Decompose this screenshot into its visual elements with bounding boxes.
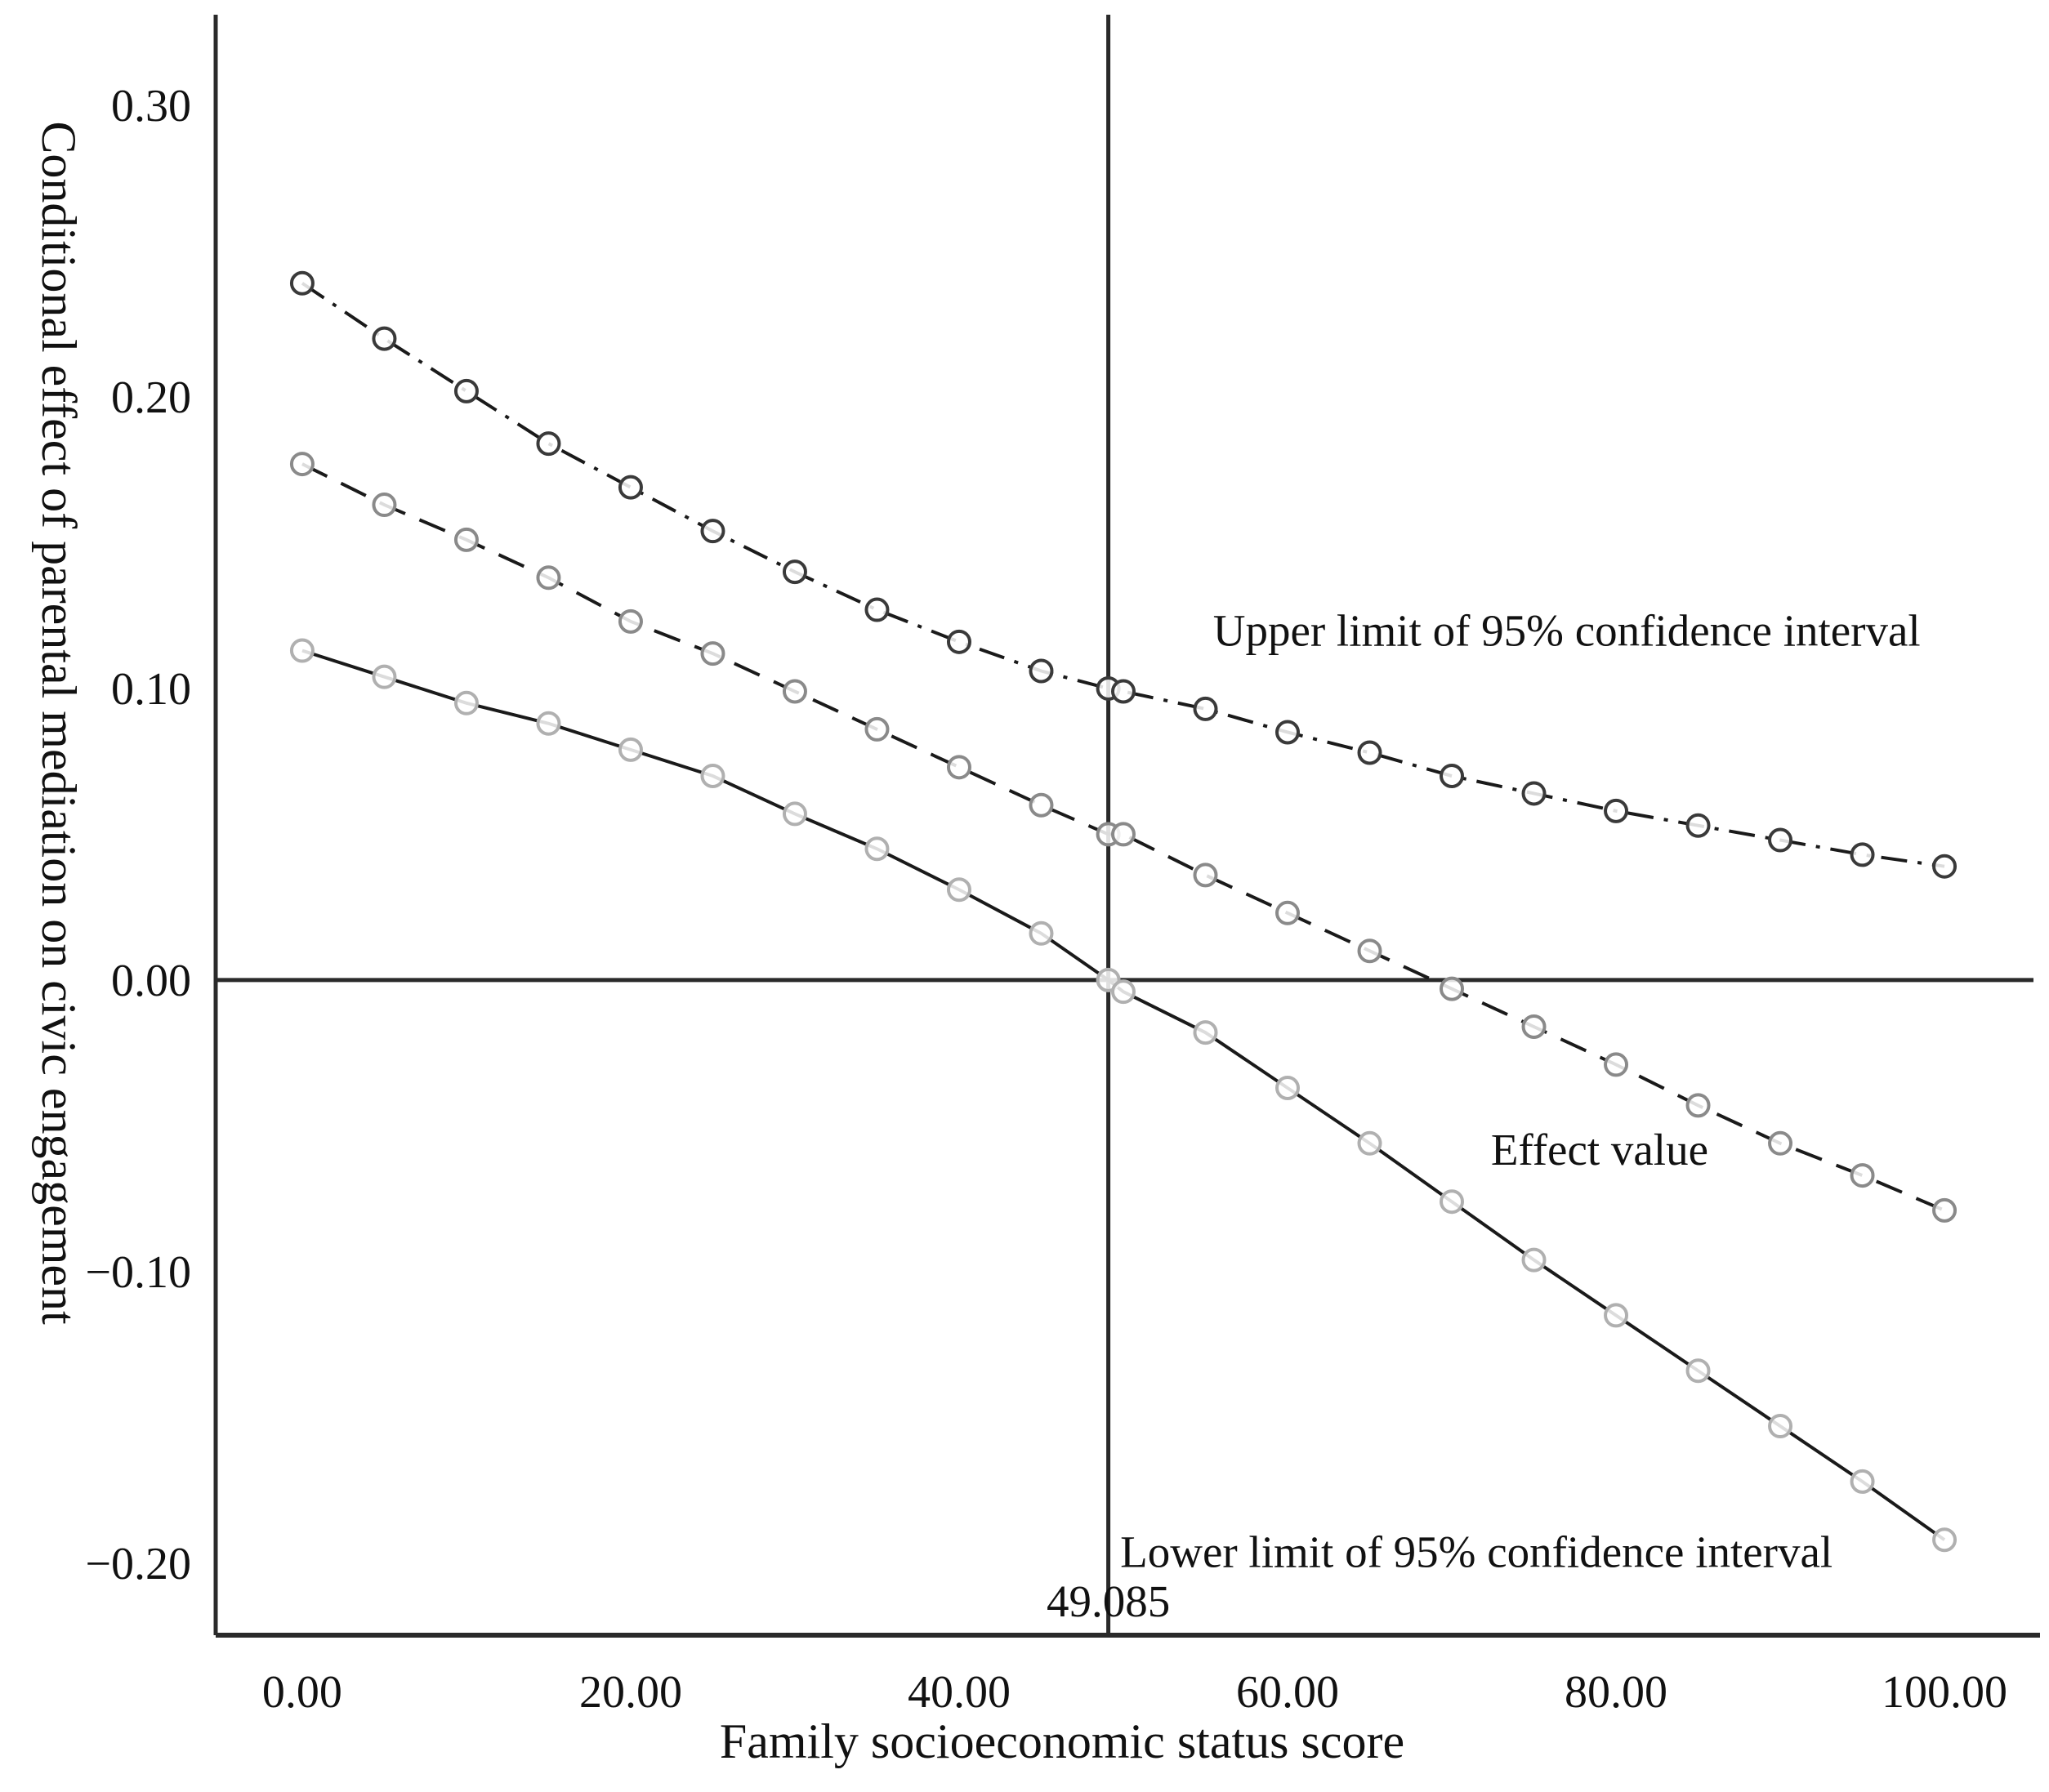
data-point-marker <box>1110 979 1136 1005</box>
data-point-marker <box>700 519 725 544</box>
y-tick-label: 0.20 <box>111 372 191 423</box>
data-point-marker <box>864 716 890 742</box>
jn-point-label: 49.085 <box>1047 1576 1170 1626</box>
data-point-marker <box>1357 938 1382 964</box>
data-point-marker <box>946 877 971 903</box>
data-point-marker <box>1850 842 1875 867</box>
data-point-marker <box>1932 1527 1957 1553</box>
data-point-marker <box>453 527 479 552</box>
data-point-marker <box>1440 976 1465 1001</box>
data-point-marker <box>946 629 971 654</box>
x-tick-label: 0.00 <box>262 1667 342 1718</box>
x-tick-label: 60.00 <box>1236 1667 1339 1718</box>
data-point-marker <box>1193 1020 1218 1045</box>
data-point-marker <box>700 764 725 789</box>
data-point-marker <box>1850 1163 1875 1188</box>
data-point-marker <box>1521 1014 1547 1040</box>
data-point-marker <box>1768 827 1793 853</box>
data-point-marker <box>1029 658 1054 684</box>
y-axis-title: Conditional effect of parental mediation… <box>32 121 86 1325</box>
data-point-marker <box>1275 1075 1301 1100</box>
lower-ci-label: Lower limit of 95% confidence interval <box>1120 1527 1832 1577</box>
data-point-marker <box>1604 1052 1629 1077</box>
data-point-marker <box>782 801 807 827</box>
data-point-marker <box>1850 1469 1875 1494</box>
x-tick-label: 20.00 <box>579 1667 682 1718</box>
x-tick-label: 80.00 <box>1565 1667 1667 1718</box>
x-tick-label: 40.00 <box>908 1667 1011 1718</box>
data-point-marker <box>618 608 643 634</box>
data-point-marker <box>536 565 561 591</box>
data-point-marker <box>1440 764 1465 789</box>
data-point-marker <box>1685 1093 1711 1118</box>
data-point-marker <box>372 493 397 518</box>
data-point-marker <box>453 690 479 715</box>
data-point-marker <box>1275 720 1301 745</box>
data-point-marker <box>289 270 315 296</box>
data-point-marker <box>289 452 315 477</box>
data-point-marker <box>1110 679 1136 704</box>
data-point-marker <box>946 755 971 780</box>
y-tick-label: −0.20 <box>85 1539 191 1589</box>
x-tick-label: 100.00 <box>1882 1667 2007 1718</box>
data-point-marker <box>1604 1303 1629 1328</box>
data-point-marker <box>1275 900 1301 925</box>
y-tick-label: 0.10 <box>111 664 191 715</box>
data-point-marker <box>1685 813 1711 838</box>
data-point-marker <box>1685 1358 1711 1384</box>
x-axis-title: Family socioeconomic status score <box>720 1714 1404 1768</box>
data-point-marker <box>1521 781 1547 806</box>
data-point-marker <box>864 836 890 862</box>
data-point-marker <box>536 431 561 457</box>
data-point-marker <box>453 378 479 403</box>
data-point-marker <box>1029 792 1054 818</box>
data-point-marker <box>1440 1189 1465 1215</box>
data-point-marker <box>1357 740 1382 765</box>
y-tick-label: −0.10 <box>85 1247 191 1298</box>
data-point-marker <box>1357 1130 1382 1156</box>
data-point-marker <box>1604 798 1629 823</box>
data-point-marker <box>618 737 643 762</box>
data-point-marker <box>700 641 725 666</box>
data-point-marker <box>289 638 315 663</box>
data-point-marker <box>372 664 397 689</box>
data-point-marker <box>1768 1130 1793 1156</box>
data-point-marker <box>782 679 807 704</box>
data-point-marker <box>536 711 561 736</box>
data-point-marker <box>782 559 807 585</box>
upper-ci-label: Upper limit of 95% confidence interval <box>1213 606 1921 656</box>
data-point-marker <box>1110 822 1136 847</box>
data-point-marker <box>1932 854 1957 879</box>
data-point-marker <box>864 597 890 622</box>
effect-label: Effect value <box>1491 1125 1708 1175</box>
data-point-marker <box>1932 1197 1957 1223</box>
series-line-2 <box>301 462 1945 1212</box>
data-point-marker <box>1029 921 1054 946</box>
data-point-marker <box>1193 863 1218 888</box>
data-point-marker <box>1193 696 1218 721</box>
data-point-marker <box>618 475 643 500</box>
data-point-marker <box>1521 1247 1547 1273</box>
data-point-marker <box>372 326 397 351</box>
data-point-marker <box>1768 1414 1793 1439</box>
y-tick-label: 0.00 <box>111 956 191 1006</box>
y-tick-label: 0.30 <box>111 81 191 132</box>
